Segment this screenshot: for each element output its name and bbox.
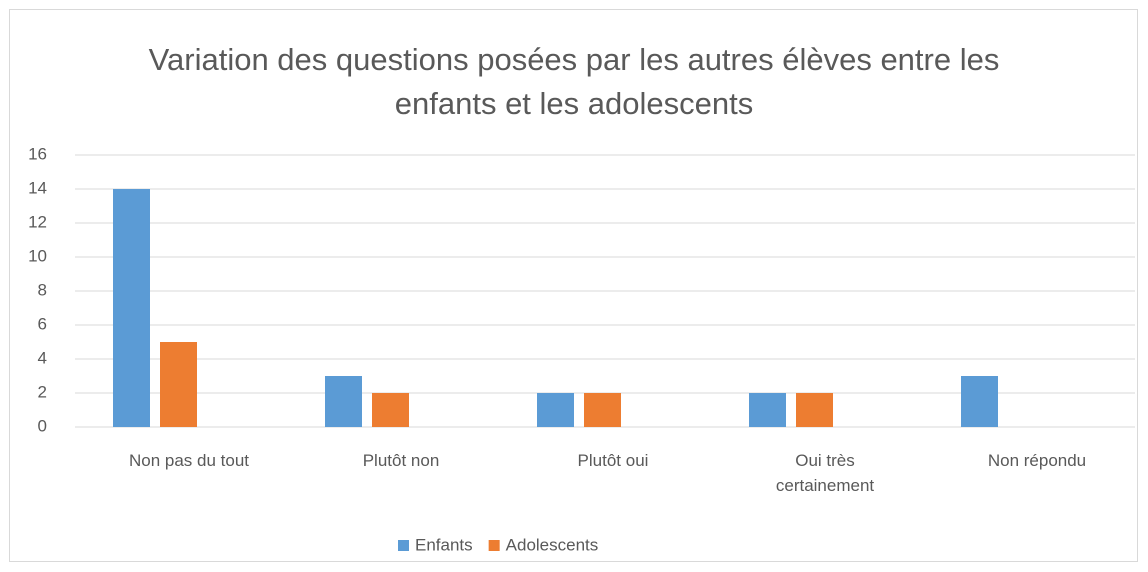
legend-swatch	[398, 540, 409, 551]
x-tick-label: Plutôt non	[362, 451, 440, 470]
x-tick-label: Plutôt oui	[577, 451, 649, 470]
legend-swatch	[488, 540, 500, 551]
bar	[537, 393, 574, 427]
bar	[749, 393, 786, 427]
chart-title: Variation des questions posées par les a…	[148, 42, 1000, 121]
bar	[372, 393, 409, 427]
legend-label: Adolescents	[506, 535, 599, 554]
y-tick-label: 12	[28, 212, 47, 231]
bar	[961, 376, 998, 427]
y-tick-label: 0	[38, 416, 47, 435]
y-tick-label: 14	[28, 178, 47, 197]
y-tick-label: 10	[28, 246, 47, 265]
x-tick-label: Oui très certainement	[775, 451, 875, 495]
y-tick-label: 16	[28, 144, 47, 163]
y-tick-label: 6	[38, 314, 47, 333]
bar	[796, 393, 833, 427]
y-tick-label: 8	[38, 280, 47, 299]
bar	[584, 393, 621, 427]
x-tick-label: Non répondu	[987, 451, 1087, 470]
bar	[160, 342, 197, 427]
bar	[113, 189, 150, 427]
legend-label: Enfants	[415, 535, 473, 554]
bar	[325, 376, 362, 427]
y-tick-label: 2	[38, 382, 47, 401]
x-tick-label: Non pas du tout	[128, 451, 250, 470]
chart-border	[9, 9, 1138, 562]
y-tick-label: 4	[38, 348, 47, 367]
